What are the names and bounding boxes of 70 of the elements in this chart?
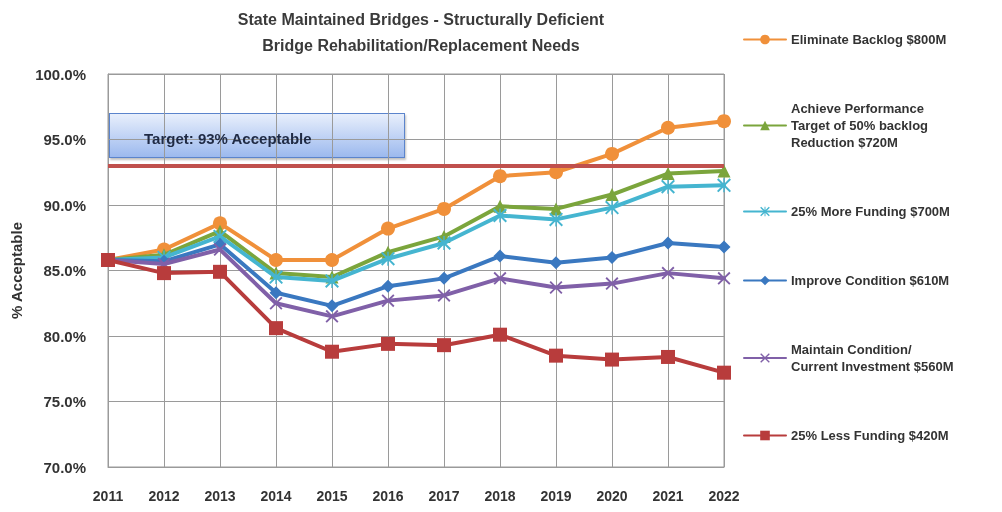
point: [717, 240, 731, 254]
legend-label: Eliminate Backlog $800M: [791, 32, 947, 47]
point: [661, 236, 675, 250]
point: [325, 253, 339, 268]
point: [493, 169, 507, 184]
point: [717, 178, 731, 193]
x-tick-label: 2022: [708, 488, 740, 504]
point: [269, 296, 283, 310]
x-tick-label: 2013: [204, 488, 236, 504]
point: [269, 253, 283, 268]
x-tick-label: 2012: [148, 488, 180, 504]
y-tick-label: 85.0%: [43, 262, 86, 279]
point: [717, 114, 731, 129]
point: [269, 286, 283, 300]
point: [213, 264, 227, 279]
point: [717, 365, 731, 380]
point: [661, 167, 675, 181]
point: [549, 348, 563, 363]
chart-subtitle: Bridge Rehabilitation/Replacement Needs: [262, 36, 580, 54]
point: [381, 279, 395, 293]
point: [437, 271, 451, 285]
y-tick-label: 70.0%: [43, 458, 86, 476]
point: [157, 266, 171, 281]
x-tick-label: 2017: [428, 488, 460, 504]
y-tick-label: 100.0%: [35, 65, 86, 83]
x-tick-label: 2018: [484, 488, 516, 504]
x-tick-label: 2014: [260, 488, 292, 504]
point: [493, 249, 507, 263]
y-tick-label: 80.0%: [43, 327, 86, 345]
point: [605, 146, 619, 161]
point: [605, 200, 619, 215]
point: [381, 251, 395, 266]
point: [437, 235, 451, 250]
x-tick-label: 2019: [540, 488, 572, 504]
point: [661, 266, 675, 280]
point: [605, 250, 619, 264]
y-tick-label: 90.0%: [43, 196, 86, 214]
point: [437, 338, 451, 353]
legend-label: 25% More Funding $700M: [791, 204, 950, 219]
point: [381, 336, 395, 351]
y-tick-label: 95.0%: [43, 131, 86, 148]
point: [325, 273, 339, 288]
point: [661, 349, 675, 364]
point: [213, 216, 227, 231]
point: [381, 221, 395, 236]
x-tick-label: 2016: [372, 488, 404, 504]
y-tick-label: 75.0%: [43, 393, 86, 410]
legend-label: 25% Less Funding $420M: [791, 428, 949, 443]
point: [325, 344, 339, 359]
point: [269, 270, 283, 285]
x-tick-label: 2020: [596, 488, 628, 504]
point: [437, 201, 451, 216]
y-axis-title: % Acceptable: [8, 222, 25, 319]
ref-line-label: Target: 93% Acceptable: [144, 129, 312, 147]
point: [269, 321, 283, 336]
point: [661, 179, 675, 194]
chart-title: State Maintained Bridges - Structurally Deficient: [237, 10, 605, 28]
x-tick-label: 2011: [92, 488, 124, 504]
legend-label: Improve Condition $610M: [791, 273, 950, 288]
point: [605, 188, 619, 202]
legend-label: Achieve Performance Target of 50% backlog Reduction $720M: [791, 101, 932, 150]
x-tick-label: 2015: [316, 488, 348, 504]
point: [493, 327, 507, 342]
point: [325, 299, 339, 313]
legend-label: Maintain Condition/Current Investment $560M: [791, 342, 954, 374]
point: [661, 120, 675, 135]
point: [605, 352, 619, 367]
point: [549, 256, 563, 270]
x-tick-label: 2021: [652, 488, 684, 504]
point: [717, 164, 731, 178]
